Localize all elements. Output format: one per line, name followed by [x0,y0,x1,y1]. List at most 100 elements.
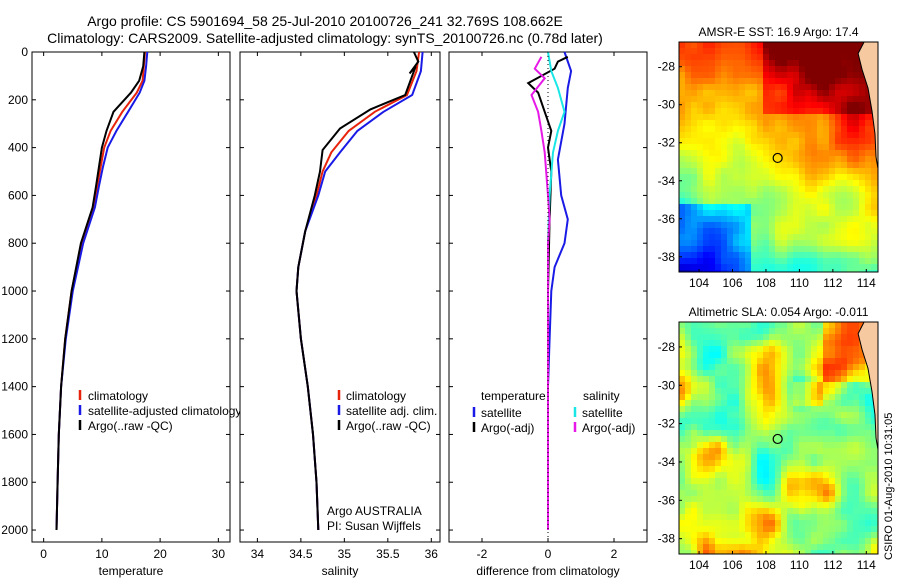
sla-heatmap-cell [835,340,842,347]
sla-heatmap-cell [727,454,734,461]
sla-heatmap-cell [841,406,848,413]
sla-heatmap-cell [853,478,860,485]
sla-heatmap-cell [757,478,764,485]
sst-heatmap-cell [757,60,764,67]
sla-heatmap-cell [733,508,740,515]
sla-heatmap-cell [811,406,818,413]
sla-heatmap-cell [787,496,794,503]
sst-heatmap-cell [763,114,770,121]
sst-heatmap-cell [757,102,764,109]
sla-heatmap-cell [823,394,830,401]
sst-heatmap-cell [685,54,692,61]
sla-heatmap-cell [709,502,716,509]
sla-heatmap-cell [865,430,872,437]
sla-heatmap-cell [835,472,842,479]
sst-heatmap-cell [721,174,728,181]
sla-heatmap-cell [763,502,770,509]
sst-heatmap-cell [841,168,848,175]
sla-heatmap-cell [727,358,734,365]
sla-heatmap-cell [721,436,728,443]
sla-heatmap-cell [685,370,692,377]
sla-heatmap-cell [751,520,758,527]
sst-heatmap-cell [709,192,716,199]
sst-heatmap-cell [829,264,836,271]
sla-heatmap-cell [685,322,692,329]
sst-heatmap-cell [853,84,860,91]
salinity-xtick-label: 35.5 [376,547,400,561]
sst-heatmap-cell [829,108,836,115]
sst-heatmap-cell [787,198,794,205]
sst-heatmap-cell [679,102,686,109]
sla-heatmap-cell [793,334,800,341]
sla-heatmap-cell [685,496,692,503]
sst-heatmap-cell [745,192,752,199]
sla-heatmap-cell [775,526,782,533]
sla-heatmap-cell [769,538,776,545]
sla-heatmap-cell [775,334,782,341]
sst-heatmap-cell [853,96,860,103]
sst-heatmap-cell [733,204,740,211]
sla-heatmap-cell [703,544,710,551]
sst-heatmap-cell [751,240,758,247]
sst-heatmap-cell [709,126,716,133]
sla-heatmap-cell [769,448,776,455]
sst-heatmap-cell [871,264,878,271]
sst-heatmap-cell [811,60,818,67]
sst-heatmap-cell [793,54,800,61]
sst-heatmap-cell [841,150,848,157]
sla-heatmap-cell [781,328,788,335]
sst-heatmap-cell [853,72,860,79]
sla-heatmap-cell [865,400,872,407]
sla-heatmap-cell [835,442,842,449]
sst-heatmap-cell [835,240,842,247]
sla-heatmap-cell [775,484,782,491]
sla-heatmap-cell [781,490,788,497]
sla-heatmap-cell [847,436,854,443]
sla-heatmap-cell [733,472,740,479]
sst-heatmap-cell [841,252,848,259]
sst-heatmap-cell [823,108,830,115]
sst-heatmap-cell [805,252,812,259]
sla-heatmap-cell [793,466,800,473]
sst-heatmap-cell [775,174,782,181]
sla-heatmap-cell [679,472,686,479]
sla-heatmap-cell [751,394,758,401]
sst-heatmap-cell [835,174,842,181]
sst-heatmap-cell [691,120,698,127]
sla-heatmap-cell [835,514,842,521]
sst-heatmap-cell [799,192,806,199]
sla-heatmap-cell [703,364,710,371]
sst-heatmap-cell [829,162,836,169]
sla-heatmap-cell [721,520,728,527]
sst-heatmap-cell [799,240,806,247]
sst-heatmap-cell [781,198,788,205]
sst-heatmap-cell [703,90,710,97]
sst-heatmap-cell [835,72,842,79]
sst-heatmap-cell [859,126,866,133]
sst-heatmap-cell [751,120,758,127]
sla-heatmap-cell [799,520,806,527]
sla-heatmap-cell [739,418,746,425]
sla-heatmap-cell [727,520,734,527]
sla-heatmap-cell [841,520,848,527]
sst-heatmap-cell [763,210,770,217]
sla-heatmap-cell [769,544,776,551]
salinity-annotation: Argo AUSTRALIA [327,504,422,518]
sla-heatmap-cell [823,466,830,473]
sst-heatmap-cell [715,252,722,259]
sla-heatmap-cell [769,364,776,371]
sst-heatmap-cell [823,138,830,145]
sst-heatmap-cell [793,96,800,103]
sst-heatmap-cell [805,150,812,157]
sla-heatmap-cell [745,358,752,365]
sla-heatmap-cell [709,532,716,539]
sla-heatmap-cell [721,346,728,353]
sst-heatmap-cell [679,42,686,49]
sla-heatmap-cell [841,502,848,509]
salinity-legend-label: satellite adj. clim. [346,404,437,418]
sst-heatmap-cell [787,102,794,109]
sst-heatmap-cell [679,258,686,265]
sst-heatmap-cell [685,90,692,97]
sla-heatmap-cell [703,436,710,443]
sst-heatmap-cell [799,222,806,229]
